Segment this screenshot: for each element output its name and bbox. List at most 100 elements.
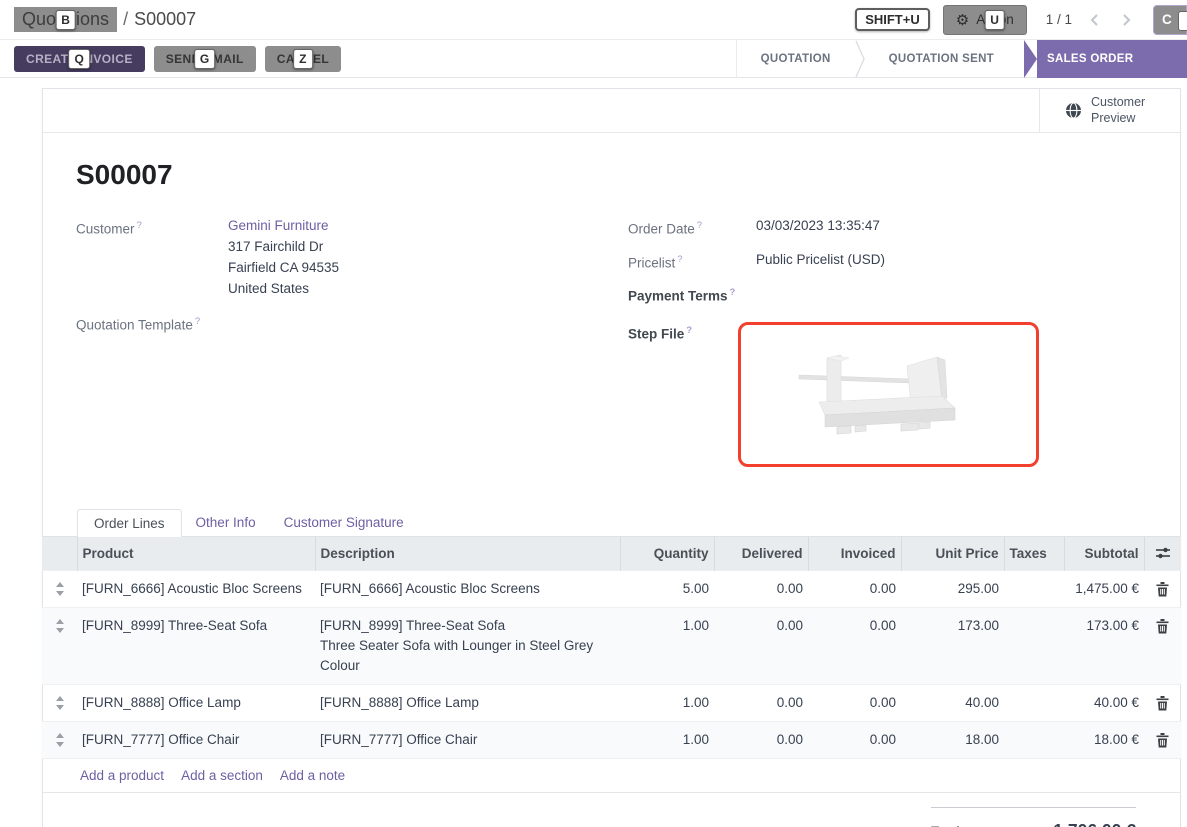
cell-subtotal: 40.00 € (1093, 695, 1139, 710)
cell-product[interactable]: [FURN_8999] Three-Seat Sofa (82, 618, 268, 633)
column-header-product[interactable]: Product (76, 536, 315, 571)
delete-row-button[interactable] (1144, 685, 1181, 722)
cell-unit-price[interactable]: 173.00 (957, 618, 999, 633)
column-header-invoiced[interactable]: Invoiced (807, 536, 901, 571)
field-payment-terms: Payment Terms? (628, 282, 1147, 307)
record-sheet: Customer Preview S00007 Customer? Gemini… (42, 88, 1181, 827)
record-pager: 1 / 1 (1045, 12, 1072, 27)
field-pricelist: Pricelist? Public Pricelist (USD) (628, 249, 1147, 274)
pricelist-label: Pricelist (628, 255, 676, 270)
stage-quotation-sent[interactable]: QUOTATION SENT (888, 52, 994, 65)
gear-icon: ⚙ (955, 11, 970, 29)
cell-quantity[interactable]: 1.00 (682, 618, 709, 633)
trash-icon (1156, 619, 1169, 634)
cell-invoiced[interactable]: 0.00 (869, 618, 896, 633)
customer-address-line: 317 Fairchild Dr (228, 239, 324, 254)
cell-taxes[interactable] (1004, 722, 1064, 759)
cell-description[interactable]: [FURN_8999] Three-Seat Sofa Three Seater… (320, 618, 594, 673)
cell-taxes[interactable] (1004, 571, 1064, 608)
step-file-image[interactable] (738, 321, 1039, 467)
order-date-value[interactable]: 03/03/2023 13:35:47 (756, 218, 880, 233)
drag-handle-icon (55, 619, 64, 633)
row-drag-handle[interactable] (42, 571, 77, 608)
help-icon: ? (729, 287, 736, 298)
order-line-row[interactable]: [FURN_7777] Office Chair [FURN_7777] Off… (42, 721, 1181, 759)
cell-quantity[interactable]: 5.00 (682, 581, 709, 596)
row-drag-handle[interactable] (42, 722, 77, 759)
order-line-row[interactable]: [FURN_8999] Three-Seat Sofa [FURN_8999] … (42, 607, 1181, 685)
cell-unit-price[interactable]: 18.00 (965, 732, 999, 747)
cell-description[interactable]: [FURN_6666] Acoustic Bloc Screens (320, 581, 540, 596)
cell-delivered[interactable]: 0.00 (776, 618, 803, 633)
optional-columns-icon[interactable] (1155, 546, 1171, 560)
help-icon: ? (686, 324, 693, 336)
customer-preview-button[interactable]: Customer Preview (1039, 89, 1180, 132)
tab-customer-signature[interactable]: Customer Signature (283, 514, 404, 530)
drag-handle-icon (55, 696, 64, 710)
cell-subtotal: 173.00 € (1086, 618, 1139, 633)
field-order-date: Order Date? 03/03/2023 13:35:47 (628, 215, 1147, 240)
cell-quantity[interactable]: 1.00 (682, 695, 709, 710)
pager-next-button[interactable] (1117, 9, 1136, 31)
add-section-link[interactable]: Add a section (181, 768, 263, 783)
column-header-delivered[interactable]: Delivered (713, 536, 808, 571)
stage-quotation[interactable]: QUOTATION (760, 52, 831, 65)
customer-label: Customer (76, 221, 135, 237)
cell-taxes[interactable] (1004, 608, 1064, 685)
column-header-description[interactable]: Description (314, 536, 620, 571)
column-header-unit-price[interactable]: Unit Price (900, 536, 1004, 571)
add-product-link[interactable]: Add a product (80, 768, 165, 783)
cell-delivered[interactable]: 0.00 (776, 732, 803, 747)
cell-unit-price[interactable]: 295.00 (957, 581, 999, 596)
table-footer-links: Add a product Add a section Add a note (42, 758, 1181, 793)
cell-unit-price[interactable]: 40.00 (965, 695, 999, 710)
row-drag-handle[interactable] (42, 608, 77, 685)
add-note-link[interactable]: Add a note (279, 768, 346, 783)
column-header-subtotal[interactable]: Subtotal (1063, 536, 1144, 571)
stage-sales-order[interactable]: SALES ORDER (1037, 39, 1187, 78)
column-header-taxes[interactable]: Taxes (1003, 536, 1064, 571)
cell-invoiced[interactable]: 0.00 (869, 732, 896, 747)
chevron-right-icon (1123, 13, 1131, 26)
cell-delivered[interactable]: 0.00 (776, 581, 803, 596)
cell-subtotal: 18.00 € (1093, 732, 1139, 747)
field-column-right: Order Date? 03/03/2023 13:35:47 Pricelis… (628, 215, 1147, 476)
tab-order-lines[interactable]: Order Lines (77, 508, 182, 537)
delete-row-button[interactable] (1144, 722, 1181, 759)
clipped-edge-button[interactable]: C (1153, 4, 1187, 35)
row-drag-handle[interactable] (42, 685, 77, 722)
help-icon: ? (696, 220, 703, 231)
terms-and-conditions-input[interactable]: Terms and conditions... (76, 807, 220, 827)
create-invoice-button[interactable]: CREATE INVOICE Q (14, 45, 145, 72)
breadcrumb-quotations-link[interactable]: Quotations B (14, 7, 118, 32)
cell-quantity[interactable]: 1.00 (682, 732, 709, 747)
step-file-label: Step File (628, 326, 685, 341)
cell-description[interactable]: [FURN_7777] Office Chair (320, 732, 478, 747)
pager-previous-button[interactable] (1085, 9, 1104, 31)
cell-product[interactable]: [FURN_6666] Acoustic Bloc Screens (82, 581, 302, 596)
step-file-3d-render (798, 354, 956, 435)
cell-taxes[interactable] (1004, 685, 1064, 722)
cell-description[interactable]: [FURN_8888] Office Lamp (320, 695, 479, 710)
cell-product[interactable]: [FURN_7777] Office Chair (82, 732, 240, 747)
cell-invoiced[interactable]: 0.00 (869, 695, 896, 710)
sheet-bottom: Terms and conditions... Total: 1,706.00 … (76, 807, 1147, 827)
delete-row-button[interactable] (1144, 608, 1181, 685)
action-menu-button[interactable]: ⚙ Action U (942, 4, 1027, 35)
delete-row-button[interactable] (1144, 571, 1181, 608)
column-header-quantity[interactable]: Quantity (619, 536, 714, 571)
cell-product[interactable]: [FURN_8888] Office Lamp (82, 695, 241, 710)
tab-other-info[interactable]: Other Info (195, 514, 256, 530)
pricelist-value[interactable]: Public Pricelist (USD) (756, 251, 886, 267)
cell-invoiced[interactable]: 0.00 (869, 581, 896, 596)
cancel-button[interactable]: CANCEL Z (264, 45, 342, 72)
hint-badge-q: Q (68, 48, 91, 69)
order-line-row[interactable]: [FURN_6666] Acoustic Bloc Screens [FURN_… (42, 570, 1181, 608)
hint-badge-clipped (1178, 10, 1187, 31)
send-email-button[interactable]: SEND EMAIL G (153, 45, 256, 72)
field-grid: Customer? Gemini Furniture 317 Fairchild… (76, 215, 1147, 476)
customer-link[interactable]: Gemini Furniture (228, 218, 329, 233)
totals-block: Total: 1,706.00 € (931, 807, 1136, 827)
cell-delivered[interactable]: 0.00 (776, 695, 803, 710)
order-line-row[interactable]: [FURN_8888] Office Lamp [FURN_8888] Offi… (42, 684, 1181, 722)
